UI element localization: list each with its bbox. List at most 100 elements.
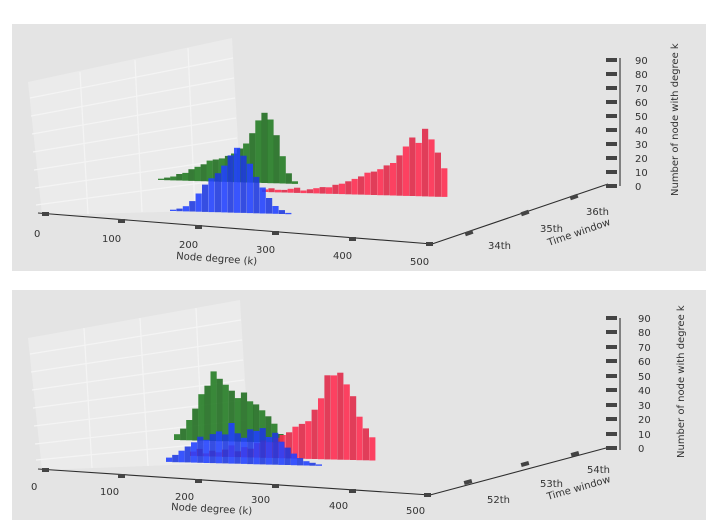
y-tick-label: 35th bbox=[540, 224, 563, 235]
bar-36th-384 bbox=[351, 178, 358, 195]
bar-36th-336 bbox=[313, 188, 320, 194]
bar-52th-344 bbox=[309, 462, 316, 466]
x-tick-mark bbox=[272, 231, 279, 235]
y-tick-label: 54th bbox=[587, 465, 610, 476]
x-tick-label: 0 bbox=[34, 229, 40, 240]
bar-54th-514 bbox=[369, 437, 376, 461]
y-ticks: 52th 53th 54th bbox=[463, 450, 610, 506]
bar-35th-320 bbox=[194, 166, 201, 182]
bar-53th-400 bbox=[265, 416, 272, 443]
bar-36th-440 bbox=[396, 155, 403, 196]
bar-53th-368 bbox=[240, 392, 248, 442]
x-tick-mark bbox=[195, 479, 202, 483]
x-tick-label: 400 bbox=[333, 251, 352, 262]
y-tick-mark bbox=[569, 193, 579, 201]
z-tick-label: 80 bbox=[635, 70, 648, 81]
bar-34th-216 bbox=[214, 173, 221, 213]
x-tick-mark bbox=[349, 489, 356, 493]
x-tick-mark bbox=[42, 212, 49, 216]
bar-52th-232 bbox=[222, 434, 229, 464]
bar-36th-488 bbox=[434, 152, 441, 197]
x-tick-label: 300 bbox=[256, 245, 275, 256]
y-tick-label: 34th bbox=[488, 241, 511, 252]
bar-54th-490 bbox=[350, 396, 357, 460]
bar-36th-400 bbox=[364, 172, 371, 195]
x-tick-label: 100 bbox=[100, 487, 119, 498]
z-tick-mark bbox=[606, 417, 617, 421]
bar-52th-336 bbox=[303, 461, 310, 466]
z-tick-label: 50 bbox=[635, 112, 648, 123]
bar-52th-272 bbox=[253, 430, 260, 465]
bar-52th-304 bbox=[278, 441, 285, 465]
bar-36th-288 bbox=[274, 189, 281, 193]
z-tick-mark bbox=[606, 156, 617, 160]
bar-35th-312 bbox=[188, 169, 195, 181]
bar-34th-304 bbox=[285, 212, 292, 215]
bar-52th-328 bbox=[297, 458, 304, 466]
bar-36th-312 bbox=[294, 187, 301, 193]
bar-34th-264 bbox=[253, 176, 260, 214]
chart-panel-bottom: 0 100 200 300 400 500 Node degree (k) 52… bbox=[12, 290, 706, 520]
z-tick-mark bbox=[606, 72, 617, 76]
bar-52th-200 bbox=[197, 436, 204, 463]
bar-35th-288 bbox=[170, 176, 177, 181]
bar-34th-176 bbox=[182, 206, 189, 212]
bar-35th-416 bbox=[267, 119, 274, 184]
x-axis-label: Node degree (k) bbox=[171, 502, 253, 517]
x-tick-label: 500 bbox=[410, 257, 429, 268]
x-axis-line bbox=[37, 212, 433, 245]
bar-54th-410 bbox=[286, 432, 293, 459]
bar-54th-434 bbox=[305, 421, 312, 459]
bar-53th-376 bbox=[247, 401, 254, 442]
bar-34th-248 bbox=[240, 155, 247, 213]
bar-54th-458 bbox=[324, 375, 331, 460]
bar-53th-336 bbox=[216, 378, 223, 442]
z-axis-label: Number of node with degree k bbox=[670, 43, 681, 196]
z-axis-label: Number of node with degree k bbox=[676, 305, 687, 458]
bar-52th-280 bbox=[259, 428, 266, 465]
bar-35th-272 bbox=[158, 178, 165, 180]
y-tick-mark bbox=[520, 460, 530, 468]
y-axis-line bbox=[429, 447, 607, 496]
bar-36th-376 bbox=[345, 181, 352, 195]
z-tick-mark bbox=[606, 58, 617, 62]
bar-34th-208 bbox=[208, 178, 215, 213]
bar-36th-368 bbox=[338, 183, 345, 195]
x-tick-mark bbox=[272, 484, 279, 488]
z-tick-mark bbox=[606, 330, 617, 334]
bar-34th-288 bbox=[272, 206, 279, 214]
bar-54th-450 bbox=[318, 398, 325, 460]
z-tick-label: 10 bbox=[638, 430, 651, 441]
z-tick-label: 70 bbox=[638, 343, 651, 354]
bar-35th-400 bbox=[255, 120, 262, 183]
bar-34th-280 bbox=[266, 198, 273, 214]
z-tick-label: 80 bbox=[638, 328, 651, 339]
z-tick-label: 90 bbox=[635, 56, 648, 67]
bar-36th-464 bbox=[415, 142, 422, 197]
bar-36th-448 bbox=[402, 146, 409, 196]
z-tick-label: 10 bbox=[635, 168, 648, 179]
bars-top bbox=[158, 112, 448, 215]
bar-34th-160 bbox=[170, 209, 177, 211]
bar-36th-416 bbox=[377, 169, 384, 196]
bar-54th-474 bbox=[337, 372, 344, 460]
z-tick-mark bbox=[606, 86, 617, 90]
z-tick-label: 60 bbox=[635, 98, 648, 109]
z-ticks: 0 10 20 30 40 50 60 70 80 90 bbox=[606, 314, 651, 455]
x-tick-mark bbox=[195, 225, 202, 229]
bar-54th-418 bbox=[292, 426, 299, 459]
z-tick-mark bbox=[606, 388, 617, 392]
x-tick-label: 400 bbox=[329, 501, 348, 512]
z-tick-mark bbox=[606, 432, 617, 436]
y-ticks: 34th 35th 36th bbox=[464, 193, 609, 252]
series-36th bbox=[262, 128, 448, 197]
x-tick-label: 300 bbox=[251, 495, 270, 506]
bar-52th-208 bbox=[203, 439, 210, 463]
bar-35th-280 bbox=[164, 177, 171, 181]
bar-53th-296 bbox=[186, 420, 193, 441]
bar-52th-288 bbox=[265, 437, 272, 465]
z-tick-mark bbox=[606, 128, 617, 132]
bar-53th-344 bbox=[222, 384, 229, 442]
bar-53th-304 bbox=[192, 408, 199, 441]
